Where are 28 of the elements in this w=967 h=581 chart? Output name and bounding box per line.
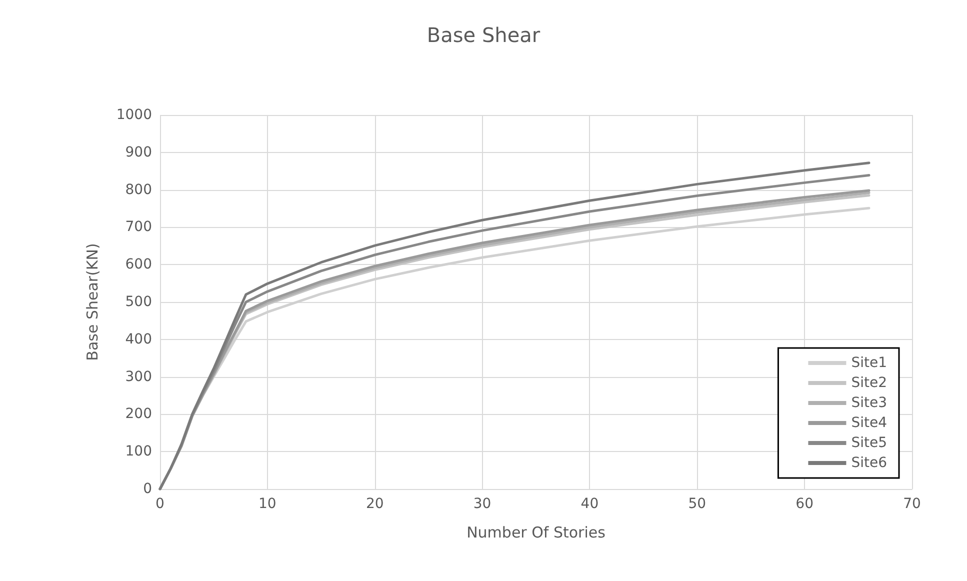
x-tick-label: 0	[156, 496, 164, 512]
legend-label: Site3	[851, 395, 888, 411]
y-tick-label: 0	[143, 481, 152, 497]
y-axis-title: Base Shear(KN)	[84, 243, 102, 361]
legend-label: Site6	[851, 455, 888, 471]
chart-title: Base Shear	[426, 23, 541, 47]
x-tick-label: 70	[903, 496, 921, 512]
x-tick-label: 30	[473, 496, 492, 512]
x-axis-title: Number Of Stories	[466, 524, 606, 542]
y-tick-label: 100	[125, 444, 152, 460]
y-tick-label: 900	[125, 144, 152, 160]
legend-label: Site2	[851, 375, 888, 391]
x-tick-label: 10	[258, 496, 276, 512]
legend-label: Site5	[851, 435, 888, 451]
y-tick-label: 1000	[116, 107, 152, 123]
y-tick-label: 500	[125, 294, 152, 310]
x-tick-label: 50	[688, 496, 706, 512]
legend-label: Site1	[851, 355, 888, 371]
y-tick-label: 400	[125, 331, 152, 348]
y-tick-label: 200	[125, 406, 152, 422]
y-tick-label: 800	[125, 182, 152, 198]
y-tick-label: 600	[125, 256, 152, 273]
x-tick-label: 60	[796, 496, 814, 512]
x-tick-label: 40	[580, 496, 599, 512]
y-tick-label: 700	[125, 219, 152, 236]
y-tick-label: 300	[125, 368, 152, 385]
legend-label: Site4	[851, 415, 888, 431]
x-tick-label: 20	[366, 496, 384, 512]
